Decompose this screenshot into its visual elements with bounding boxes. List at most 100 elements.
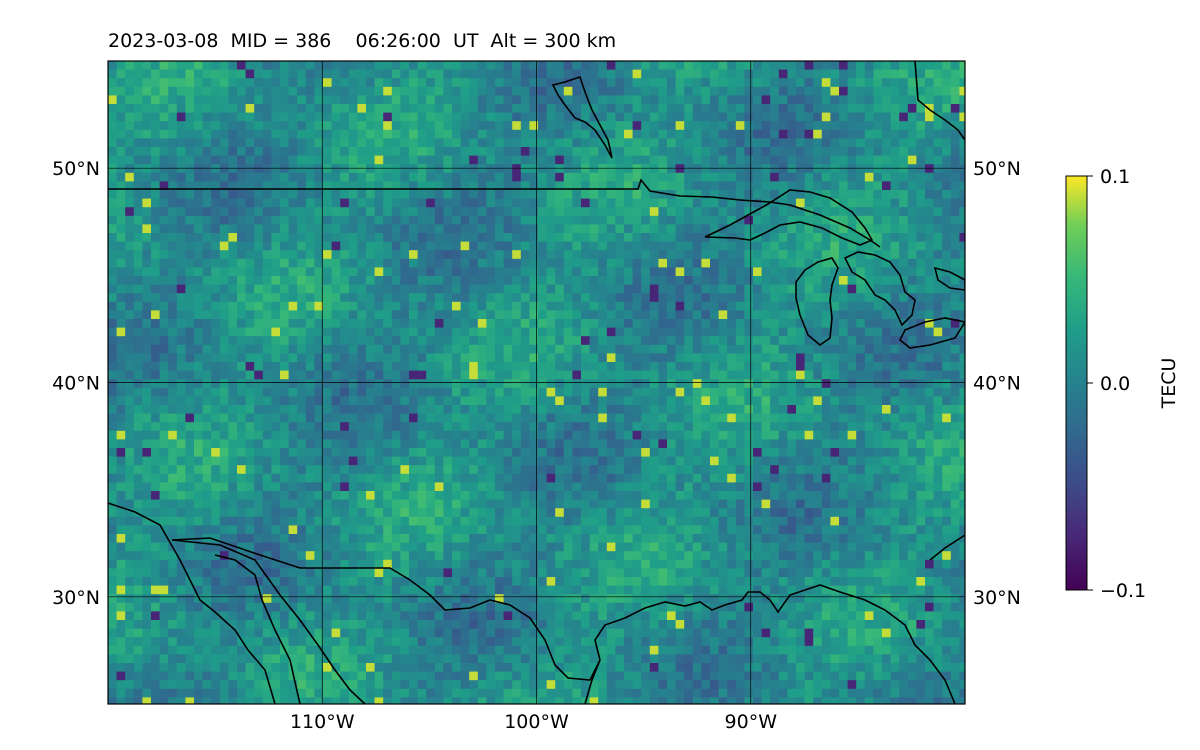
tec-cell [409, 233, 419, 243]
tec-cell [675, 172, 685, 182]
tec-cell [391, 370, 401, 380]
tec-cell [658, 430, 668, 440]
tec-cell [348, 207, 358, 217]
tec-cell [692, 69, 702, 79]
tec-cell [563, 301, 573, 311]
tec-cell [185, 155, 195, 165]
tec-cell [804, 241, 814, 251]
tec-cell [297, 233, 307, 243]
tec-cell [804, 112, 814, 122]
tec-cell [658, 319, 668, 329]
tec-cell [538, 482, 548, 492]
tec-cell [271, 370, 281, 380]
tec-cell [589, 422, 599, 432]
tec-cell [176, 362, 186, 372]
tec-cell [168, 482, 178, 492]
tec-cell [426, 301, 436, 311]
tec-cell [194, 353, 204, 363]
tec-cell [108, 190, 118, 200]
tec-cell [262, 224, 272, 234]
tec-cell [116, 78, 126, 88]
tec-cell [323, 95, 333, 105]
tec-cell [873, 387, 883, 397]
tec-cell [538, 293, 548, 303]
tec-cell [632, 121, 642, 131]
tec-cell [555, 104, 565, 114]
tec-cell [185, 327, 195, 337]
tec-cell [882, 215, 892, 225]
tec-cell [434, 379, 444, 389]
tec-cell [417, 370, 427, 380]
tec-cell [529, 336, 539, 346]
tec-cell [873, 448, 883, 458]
tec-cell [228, 198, 238, 208]
tec-cell [331, 86, 341, 96]
tec-cell [649, 439, 659, 449]
tec-cell [839, 233, 849, 243]
tec-cell [529, 353, 539, 363]
tec-cell [125, 233, 135, 243]
tec-cell [744, 215, 754, 225]
tec-cell [847, 198, 857, 208]
tec-cell [727, 310, 737, 320]
tec-cell [710, 336, 720, 346]
tec-cell [512, 258, 522, 268]
tec-cell [434, 155, 444, 165]
tec-cell [529, 155, 539, 165]
tec-cell [830, 370, 840, 380]
tec-cell [572, 439, 582, 449]
tec-cell [572, 336, 582, 346]
tec-cell [727, 155, 737, 165]
tec-cell [753, 78, 763, 88]
tec-cell [718, 405, 728, 415]
tec-cell [176, 344, 186, 354]
tec-cell [839, 190, 849, 200]
tec-cell [821, 147, 831, 157]
tec-cell [864, 155, 874, 165]
tec-cell [942, 250, 952, 260]
tec-cell [589, 439, 599, 449]
tec-cell [563, 473, 573, 483]
tec-cell [202, 370, 212, 380]
tec-cell [718, 336, 728, 346]
tec-cell [151, 95, 161, 105]
tec-cell [185, 465, 195, 475]
tec-cell [753, 430, 763, 440]
tec-cell [692, 61, 702, 71]
tec-cell [202, 276, 212, 286]
tec-cell [151, 456, 161, 466]
tec-cell [314, 267, 324, 277]
tec-cell [761, 181, 771, 191]
tec-cell [942, 370, 952, 380]
tec-cell [305, 310, 315, 320]
tec-cell [202, 155, 212, 165]
tec-cell [168, 129, 178, 139]
tec-cell [761, 104, 771, 114]
tec-cell [684, 104, 694, 114]
tec-cell [727, 439, 737, 449]
tec-cell [452, 69, 462, 79]
tec-cell [581, 439, 591, 449]
tec-cell [520, 473, 530, 483]
tec-cell [374, 413, 384, 423]
tec-cell [796, 207, 806, 217]
tec-cell [159, 310, 169, 320]
tec-cell [770, 215, 780, 225]
tec-cell [228, 362, 238, 372]
tec-cell [572, 258, 582, 268]
tec-cell [572, 250, 582, 260]
tec-cell [804, 104, 814, 114]
tec-cell [108, 301, 118, 311]
tec-cell [667, 78, 677, 88]
tec-cell [125, 336, 135, 346]
tec-cell [847, 276, 857, 286]
tec-cell [495, 413, 505, 423]
tec-cell [839, 276, 849, 286]
tec-cell [907, 138, 917, 148]
tec-cell [744, 78, 754, 88]
tec-cell [271, 190, 281, 200]
tec-cell [718, 198, 728, 208]
tec-cell [512, 413, 522, 423]
tec-cell [391, 473, 401, 483]
